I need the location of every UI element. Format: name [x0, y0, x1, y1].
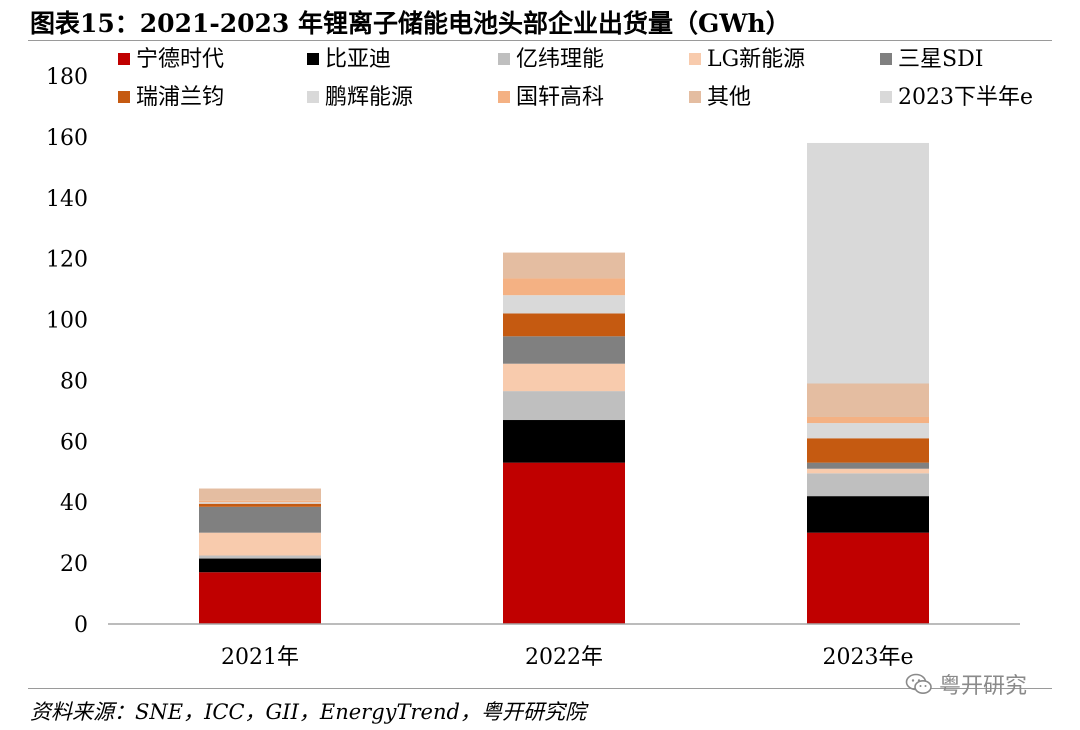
legend-item: 亿纬理能	[498, 47, 604, 72]
x-tick-label: 2022年	[525, 645, 603, 670]
legend-swatch	[118, 91, 130, 103]
legend-label: 国轩高科	[516, 85, 604, 110]
bar-segment	[199, 532, 321, 556]
y-tick-label: 140	[46, 187, 88, 212]
bar-segment	[807, 468, 929, 474]
bar-segment	[807, 473, 929, 497]
bar-segment	[807, 462, 929, 469]
x-axis: 2021年 2022年 2023年e	[108, 623, 1020, 670]
bar-segment	[199, 500, 321, 503]
legend-swatch	[118, 53, 130, 65]
legend-swatch	[307, 91, 319, 103]
bar-segment	[807, 423, 929, 439]
legend-swatch	[880, 53, 892, 65]
y-tick-label: 180	[46, 65, 88, 90]
bar-segment	[807, 438, 929, 463]
watermark-text: 粤开研究	[939, 674, 1028, 699]
bar-segment	[503, 391, 625, 421]
title-divider	[28, 40, 1052, 41]
legend: 宁德时代 比亚迪 亿纬理能 LG新能源 三星SDI 瑞浦兰钧 鹏辉能源 国轩高科 其他 2023下…	[118, 47, 1033, 110]
bar-segment	[503, 363, 625, 392]
bar-segment	[807, 142, 929, 384]
legend-label: 比亚迪	[325, 47, 391, 72]
legend-swatch	[498, 91, 510, 103]
bar-segment	[503, 313, 625, 337]
legend-item: LG新能源	[689, 47, 805, 72]
bar-segment	[199, 555, 321, 559]
x-tick-label: 2023年e	[822, 645, 913, 670]
legend-label: LG新能源	[707, 47, 805, 72]
y-tick-label: 80	[60, 369, 88, 394]
y-tick-label: 100	[46, 309, 88, 334]
y-tick-label: 160	[46, 126, 88, 151]
legend-item: 比亚迪	[307, 47, 391, 72]
legend-label: 鹏辉能源	[325, 85, 413, 110]
bar-segment	[199, 488, 321, 501]
legend-swatch	[689, 53, 701, 65]
legend-swatch	[307, 53, 319, 65]
watermark: 粤开研究	[905, 668, 1027, 700]
bar-stack	[503, 252, 625, 624]
legend-label: 亿纬理能	[516, 47, 604, 72]
legend-label: 三星SDI	[898, 47, 983, 72]
bar-stack	[199, 488, 321, 624]
bar-segment	[199, 503, 321, 507]
legend-label: 其他	[707, 85, 751, 110]
y-tick-label: 20	[60, 552, 88, 577]
bar-stack	[807, 142, 929, 624]
legend-swatch	[880, 91, 892, 103]
bar-segment	[503, 336, 625, 364]
y-tick-label: 60	[60, 430, 88, 455]
bar-segment	[503, 278, 625, 296]
bar-segment	[503, 252, 625, 279]
legend-item: 国轩高科	[498, 85, 604, 110]
bar-segment	[503, 462, 625, 624]
bar-segment	[503, 420, 625, 463]
legend-item: 其他	[689, 85, 751, 110]
legend-label: 2023下半年e	[898, 85, 1033, 110]
legend-swatch	[689, 91, 701, 103]
x-tick-label: 2021年	[221, 645, 299, 670]
footer-divider	[28, 688, 1052, 689]
legend-item: 瑞浦兰钧	[118, 85, 224, 110]
bar-segment	[807, 383, 929, 417]
legend-item: 鹏辉能源	[307, 85, 413, 110]
bar-segment	[199, 502, 321, 504]
legend-swatch	[498, 53, 510, 65]
bar-segment	[199, 558, 321, 573]
legend-label: 宁德时代	[136, 47, 224, 72]
legend-item: 宁德时代	[118, 47, 224, 72]
stacked-bar-chart: 宁德时代 比亚迪 亿纬理能 LG新能源 三星SDI 瑞浦兰钧 鹏辉能源 国轩高科 其他 2023下…	[46, 47, 1033, 670]
bars-group	[199, 142, 929, 624]
y-axis: 0 20 40 60 80 100 120 140 160 180	[46, 65, 88, 638]
y-tick-label: 0	[74, 613, 88, 638]
legend-item: 三星SDI	[880, 47, 983, 72]
bar-segment	[807, 416, 929, 424]
bar-segment	[807, 496, 929, 533]
chart-title: 图表15：2021-2023 年锂离子储能电池头部企业出货量（GWh）	[30, 9, 791, 38]
wechat-icon	[905, 673, 932, 694]
bar-segment	[199, 572, 321, 624]
bar-segment	[807, 532, 929, 624]
source-note: 资料来源：SNE，ICC，GII，EnergyTrend，粤开研究院	[30, 700, 586, 724]
y-tick-label: 120	[46, 248, 88, 273]
bar-segment	[199, 506, 321, 533]
bar-segment	[503, 295, 625, 314]
legend-label: 瑞浦兰钧	[136, 85, 224, 110]
legend-item: 2023下半年e	[880, 85, 1033, 110]
y-tick-label: 40	[60, 491, 88, 516]
